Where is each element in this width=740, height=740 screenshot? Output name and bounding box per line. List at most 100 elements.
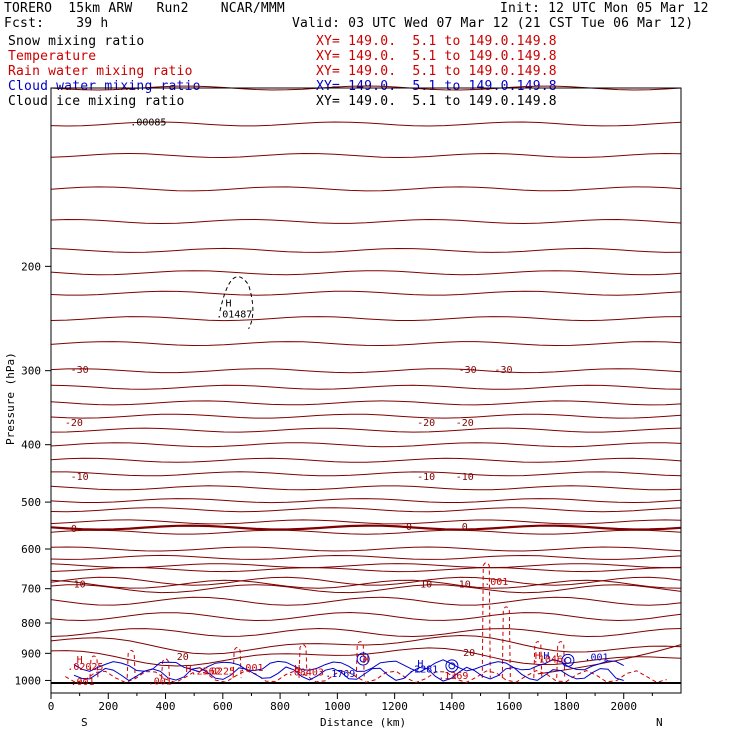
y-tick-label: 700 bbox=[21, 583, 41, 596]
cloud-water-cell bbox=[445, 659, 459, 673]
isotherm-8 bbox=[50, 584, 682, 594]
contour-label: .001 bbox=[70, 677, 94, 688]
isotherm--24 bbox=[50, 413, 682, 419]
cloud-water-cell bbox=[564, 656, 572, 664]
x-tick-label: 600 bbox=[213, 700, 233, 713]
cloud-water-top bbox=[73, 658, 624, 673]
y-tick-label: 500 bbox=[21, 496, 41, 509]
contour-label: .1369 bbox=[438, 671, 468, 682]
field-xy-temperature: XY= 149.0. 5.1 to 149.0.149.8 bbox=[316, 49, 557, 64]
field-name-rain: Rain water mixing ratio bbox=[8, 64, 193, 79]
rain-plume bbox=[232, 646, 242, 678]
rain-plume bbox=[126, 649, 136, 678]
cloud-water-bottom bbox=[73, 666, 624, 682]
field-name-cloud-ice: Cloud ice mixing ratio bbox=[8, 94, 185, 109]
contour-label: H bbox=[77, 655, 83, 666]
contour-label: H bbox=[543, 651, 549, 662]
x-tick-label: 0 bbox=[48, 700, 55, 713]
contour-label: -30 bbox=[71, 365, 89, 376]
contour-label: 0 bbox=[406, 522, 412, 533]
valid-time-line: Valid: 03 UTC Wed 07 Mar 12 (21 CST Tue … bbox=[292, 16, 694, 31]
field-xy-cloud-ice: XY= 149.0. 5.1 to 149.0.149.8 bbox=[316, 94, 557, 109]
x-tick-label: 1400 bbox=[439, 700, 466, 713]
isotherm--18 bbox=[50, 457, 682, 463]
contour-label: -20 bbox=[65, 418, 83, 429]
contour-label: .01487 bbox=[216, 309, 252, 320]
contour-label: .02025 bbox=[67, 662, 103, 673]
cloud-ice-contour bbox=[219, 276, 254, 330]
contour-label: H bbox=[226, 298, 232, 309]
field-name-snow: Snow mixing ratio bbox=[8, 34, 145, 49]
contour-label: .2281 bbox=[408, 665, 438, 676]
isotherm--2 bbox=[50, 563, 682, 569]
north-label: N bbox=[656, 716, 663, 729]
isotherm--16 bbox=[51, 471, 682, 477]
contour-label: -10 bbox=[417, 472, 435, 483]
contour-label: .00085 bbox=[130, 118, 166, 129]
rain-plume bbox=[556, 641, 566, 678]
rain-plume bbox=[161, 658, 171, 678]
contour-label: 20 bbox=[177, 652, 189, 663]
isotherm-14 bbox=[50, 611, 682, 622]
cloud-water-cell bbox=[359, 655, 367, 663]
contour-label: 10 bbox=[459, 579, 471, 590]
y-tick-label: 300 bbox=[21, 365, 41, 378]
contour-label: -10 bbox=[71, 472, 89, 483]
south-label: S bbox=[81, 716, 88, 729]
isotherm--6 bbox=[50, 529, 682, 535]
isotherm--14 bbox=[50, 485, 682, 491]
axes-layer: 0 200 400 600 800 1000 1200 1400 1600 1800 2000200… bbox=[15, 260, 653, 713]
contour-label: .001 bbox=[584, 653, 608, 664]
precip-layer bbox=[65, 276, 667, 684]
isotherm-18 bbox=[50, 634, 682, 655]
contour-label: 20 bbox=[463, 648, 475, 659]
contour-label: -20 bbox=[456, 418, 474, 429]
isotherm--32 bbox=[50, 341, 682, 347]
contour-label: -20 bbox=[417, 418, 435, 429]
field-name-temperature: Temperature bbox=[8, 49, 97, 64]
y-tick-label: 600 bbox=[21, 543, 41, 556]
contour-label-layer: -30 -30 -30 -20 -20 -20 -10 -10 -10 0 0 0 10 10 10 20 20… bbox=[65, 118, 609, 689]
contour-label: H bbox=[294, 664, 300, 675]
y-tick-label: 800 bbox=[21, 617, 41, 630]
rain-plume bbox=[533, 641, 543, 678]
x-tick-label: 400 bbox=[156, 700, 176, 713]
x-tick-label: 2000 bbox=[610, 700, 637, 713]
contour-label: -30 bbox=[494, 365, 512, 376]
x-tick-label: 1000 bbox=[324, 700, 351, 713]
x-tick-label: 200 bbox=[98, 700, 118, 713]
x-tick-label: 1800 bbox=[553, 700, 580, 713]
isotherm--22 bbox=[50, 427, 682, 433]
model-run-line: TORERO 15km ARW Run2 NCAR/MMM bbox=[4, 1, 285, 16]
cloud-water-cell bbox=[448, 662, 456, 670]
y-tick-label: 200 bbox=[21, 260, 41, 273]
x-axis-label: Distance (km) bbox=[320, 716, 406, 729]
isotherm--42 bbox=[50, 218, 682, 225]
isotherm--34 bbox=[50, 316, 682, 322]
isotherm--50 bbox=[50, 85, 682, 91]
isotherm-10 bbox=[50, 579, 682, 589]
isotherm-12 bbox=[50, 596, 682, 606]
contour-label: -30 bbox=[459, 365, 477, 376]
contour-label: .001 bbox=[484, 577, 508, 588]
contour-label: H bbox=[363, 655, 369, 666]
rain-plume bbox=[89, 655, 99, 678]
init-time-line: Init: 12 UTC Mon 05 Mar 12 bbox=[500, 1, 709, 16]
y-tick-label: 900 bbox=[21, 647, 41, 660]
forecast-hour-line: Fcst: 39 h bbox=[4, 16, 109, 31]
contour-layer bbox=[50, 85, 682, 685]
isotherm--38 bbox=[50, 270, 682, 276]
isotherm-0 bbox=[50, 524, 682, 531]
isotherm--36 bbox=[50, 290, 682, 296]
isotherm--46 bbox=[50, 152, 682, 159]
contour-label: .0225 bbox=[205, 667, 235, 678]
x-tick-label: 1600 bbox=[496, 700, 523, 713]
y-tick-label: 1000 bbox=[15, 674, 42, 687]
surface-isotherm-right bbox=[537, 644, 682, 675]
isotherm--26 bbox=[50, 400, 682, 406]
cloud-water-cell bbox=[561, 653, 575, 667]
contour-label: .1046 bbox=[533, 654, 563, 665]
rain-plume bbox=[501, 606, 511, 678]
isotherm-2 bbox=[50, 554, 682, 560]
